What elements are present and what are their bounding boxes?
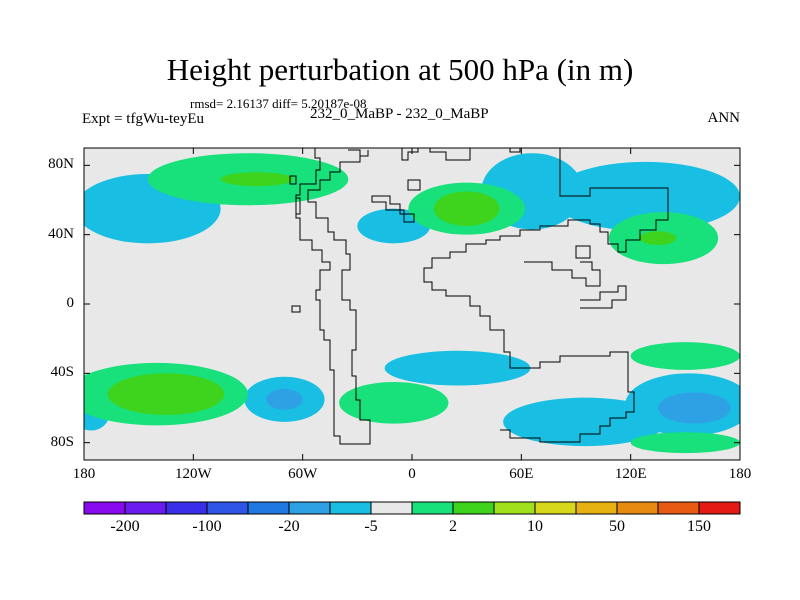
stats-line: rmsd= 2.16137 diff= 5.20187e-08 (190, 96, 367, 111)
colorbar-box-3 (206, 501, 249, 515)
colorbar-box-15 (698, 501, 741, 515)
colorbar-label-3: -5 (364, 518, 378, 535)
colorbar-box-9 (452, 501, 495, 515)
continent-outline (289, 148, 669, 445)
anomaly-region-19 (433, 191, 500, 227)
anomaly-region-18 (220, 172, 294, 187)
colorbar-label-5: 10 (527, 518, 543, 535)
colorbar-box-14 (657, 501, 700, 515)
anomaly-region-17 (630, 432, 740, 454)
x-tick-label-1: 120W (174, 466, 212, 482)
colorbar-box-0 (83, 501, 126, 515)
anomaly-region-21 (107, 373, 225, 415)
colorbar-box-6 (329, 501, 372, 515)
chart-subtitle: 232_0_MaBP - 232_0_MaBP (310, 106, 489, 122)
colorbar-label-7: 150 (687, 518, 711, 535)
x-tick-label-5: 120E (614, 466, 647, 482)
anomaly-region-20 (639, 231, 677, 246)
anomaly-region-9 (266, 388, 303, 410)
colorbar-box-2 (165, 501, 208, 515)
colorbar-box-4 (247, 501, 290, 515)
x-tick-label-6: 180 (728, 466, 752, 482)
x-tick-label-4: 60E (509, 466, 534, 482)
colorbar-label-4: 2 (449, 518, 457, 535)
colorbar-label-2: -20 (278, 518, 300, 535)
colorbar-box-11 (534, 501, 577, 515)
season-label: ANN (707, 110, 741, 126)
colorbar-box-10 (493, 501, 536, 515)
x-tick-label-3: 0 (408, 466, 416, 482)
colorbar-box-1 (124, 501, 167, 515)
colorbar-label-1: -100 (192, 518, 222, 535)
axis-ticks (83, 148, 741, 460)
y-tick-label-0: 80N (48, 156, 74, 173)
y-tick-label-4: 80S (50, 433, 74, 450)
colorbar-box-12 (575, 501, 618, 515)
anomaly-region-10 (658, 392, 731, 424)
anomaly-region-15 (339, 382, 449, 424)
colorbar-box-8 (411, 501, 454, 515)
colorbar-box-5 (288, 501, 331, 515)
colorbar-box-7 (370, 501, 413, 515)
experiment-label: Expt = tfgWu-teyEu (82, 111, 204, 127)
y-tick-label-1: 40N (48, 225, 74, 242)
colorbar-label-0: -200 (110, 518, 140, 535)
colorbar (83, 501, 741, 515)
x-tick-label-2: 60W (288, 466, 318, 482)
y-tick-label-2: 0 (66, 295, 75, 311)
x-tick-label-0: 180 (72, 466, 96, 482)
colorbar-box-13 (616, 501, 659, 515)
colorbar-label-6: 50 (609, 518, 625, 535)
chart-title: Height perturbation at 500 hPa (in m) (166, 52, 634, 87)
anomaly-region-1 (550, 161, 740, 232)
y-tick-label-3: 40S (50, 364, 74, 381)
anomaly-region-16 (630, 342, 740, 370)
anomaly-region-4 (384, 350, 531, 386)
